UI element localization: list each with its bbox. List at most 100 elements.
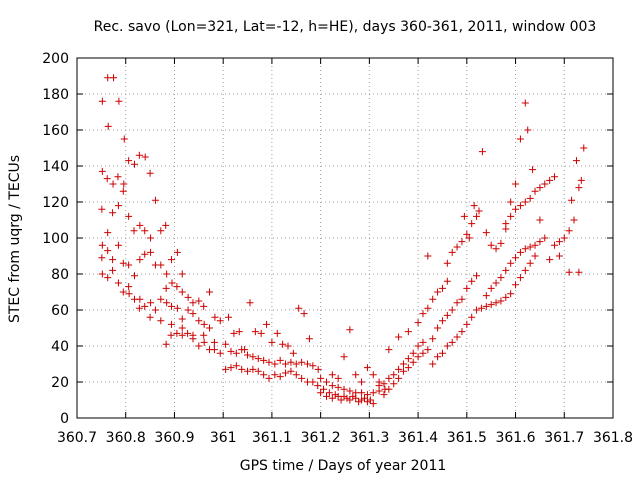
data-point: [395, 333, 403, 341]
data-point: [575, 184, 583, 192]
data-point: [168, 279, 176, 287]
data-point: [200, 338, 208, 346]
data-point: [369, 400, 377, 408]
data-point: [482, 292, 490, 300]
data-point: [104, 247, 112, 255]
data-point: [460, 212, 468, 220]
data-point: [521, 266, 529, 274]
data-point: [560, 234, 568, 242]
data-point: [114, 279, 122, 287]
data-point: [184, 329, 192, 337]
data-point: [443, 342, 451, 350]
data-point: [136, 221, 144, 229]
data-point: [147, 234, 155, 242]
data-point: [390, 371, 398, 379]
data-point: [453, 299, 461, 307]
data-point: [516, 248, 524, 256]
data-point: [448, 338, 456, 346]
data-point: [271, 371, 279, 379]
data-point: [419, 310, 427, 318]
data-point: [369, 371, 377, 379]
data-point: [526, 194, 534, 202]
y-tick-label: 200: [42, 51, 69, 67]
data-point: [419, 338, 427, 346]
data-point: [580, 144, 588, 152]
data-point: [103, 175, 111, 183]
data-point: [98, 97, 106, 105]
data-point: [298, 374, 306, 382]
data-point: [404, 364, 412, 372]
y-tick-label: 20: [51, 375, 69, 391]
data-point: [419, 349, 427, 357]
data-point: [232, 362, 240, 370]
data-point: [271, 360, 279, 368]
y-tick-label: 40: [51, 339, 69, 355]
data-point: [125, 283, 133, 291]
data-point: [114, 173, 122, 181]
data-point: [438, 349, 446, 357]
data-point: [109, 266, 117, 274]
data-point: [273, 329, 281, 337]
data-point: [189, 335, 197, 343]
data-point: [334, 383, 342, 391]
data-point: [414, 319, 422, 327]
data-point: [399, 360, 407, 368]
data-point: [238, 365, 246, 373]
data-point: [334, 374, 342, 382]
data-point: [184, 293, 192, 301]
data-point: [232, 349, 240, 357]
chart-title: Rec. savo (Lon=321, Lat=-12, h=HE), days…: [94, 19, 597, 35]
data-point: [385, 385, 393, 393]
data-point: [178, 270, 186, 278]
data-point: [168, 256, 176, 264]
data-point: [531, 187, 539, 195]
data-point: [300, 310, 308, 318]
data-point: [328, 394, 336, 402]
data-point: [141, 302, 149, 310]
data-point: [546, 256, 554, 264]
data-point: [414, 342, 422, 350]
data-point: [109, 180, 117, 188]
data-point: [385, 346, 393, 354]
data-point: [157, 317, 165, 325]
data-point: [521, 99, 529, 107]
data-point: [136, 256, 144, 264]
data-point: [295, 304, 303, 312]
y-tick-label: 100: [42, 231, 69, 247]
data-point: [251, 328, 259, 336]
data-point: [512, 180, 520, 188]
x-tick-label: 361.2: [301, 430, 341, 446]
data-point: [531, 241, 539, 249]
data-point: [189, 299, 197, 307]
data-point: [443, 311, 451, 319]
data-point: [135, 304, 143, 312]
data-point: [230, 329, 238, 337]
data-point: [395, 374, 403, 382]
data-point: [151, 306, 159, 314]
data-point: [328, 382, 336, 390]
data-point: [399, 367, 407, 375]
y-axis-ticks: 0 20 40 60 80 100 120 140 160 180 200: [42, 51, 613, 427]
y-tick-label: 160: [42, 123, 69, 139]
data-point: [448, 248, 456, 256]
data-point: [246, 299, 254, 307]
data-point: [465, 234, 473, 242]
data-point: [276, 356, 284, 364]
data-point: [157, 227, 165, 235]
data-point: [502, 220, 510, 228]
data-point: [119, 288, 127, 296]
data-point: [216, 317, 224, 325]
data-point: [235, 328, 243, 336]
data-point: [358, 389, 366, 397]
data-point: [458, 328, 466, 336]
data-point: [429, 360, 437, 368]
data-point: [125, 212, 133, 220]
y-tick-label: 180: [42, 87, 69, 103]
data-point: [104, 274, 112, 282]
data-point: [241, 346, 249, 354]
data-point: [178, 331, 186, 339]
data-point: [162, 340, 170, 348]
data-point: [502, 293, 510, 301]
data-point: [492, 279, 500, 287]
data-point: [141, 227, 149, 235]
